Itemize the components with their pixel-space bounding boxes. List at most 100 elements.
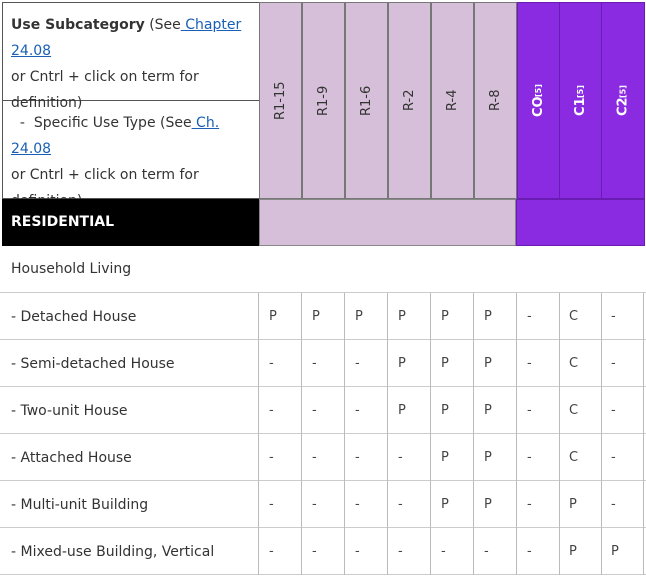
- permission-cell: P: [474, 481, 517, 528]
- zone-footnote-link[interactable]: [5]: [576, 84, 585, 98]
- permission-cell: -: [345, 481, 388, 528]
- section-band-commercial: [516, 199, 645, 246]
- section-label: RESIDENTIAL: [11, 214, 115, 230]
- permission-cell: P: [559, 481, 602, 528]
- permission-cell: P: [388, 340, 431, 387]
- section-band-residential: [259, 199, 516, 246]
- use-subcategory-label: Use Subcategory: [11, 17, 145, 33]
- zone-footnote-link[interactable]: [5]: [618, 84, 628, 98]
- permission-cell: P: [388, 293, 431, 340]
- chapter-link[interactable]: Chapter 24.08: [11, 17, 242, 59]
- permission-cell: P: [431, 481, 474, 528]
- permission-cell: P: [474, 340, 517, 387]
- table-row: [0, 528, 646, 575]
- permission-cell: -: [517, 340, 560, 387]
- permission-cell: -: [302, 340, 345, 387]
- use-subcategory-rest: or Cntrl + click on term for definition): [11, 69, 199, 111]
- permission-cell: -: [517, 387, 560, 434]
- zone-header-r1-9: R1-9: [302, 2, 345, 199]
- permission-cell: C: [559, 293, 602, 340]
- zone-label: R-8: [475, 3, 516, 198]
- permission-cell: -: [302, 528, 345, 575]
- zone-code: R1-9: [316, 85, 331, 116]
- table-row: [0, 481, 646, 528]
- use-type-label[interactable]: - Multi-unit Building: [0, 481, 259, 528]
- permission-cell: -: [601, 387, 644, 434]
- zone-code: R1-6: [359, 85, 374, 116]
- zone-header-r1-15: R1-15: [259, 2, 302, 199]
- permission-cell: -: [259, 434, 302, 481]
- zone-label: R-2: [389, 3, 430, 198]
- permission-cell: P: [259, 293, 302, 340]
- zone-code: R-4: [445, 89, 460, 112]
- permission-cell: P: [302, 293, 345, 340]
- permission-cell: -: [601, 293, 644, 340]
- permission-cell: -: [259, 340, 302, 387]
- use-subcategory-see: (See: [144, 17, 181, 33]
- specific-use-prefix: - Specific Use Type: [11, 115, 156, 131]
- permission-cell: P: [431, 340, 474, 387]
- zone-label: R-4: [432, 3, 473, 198]
- zone-header-r-8: R-8: [474, 2, 517, 199]
- permission-cell: -: [259, 481, 302, 528]
- permission-cell: P: [474, 293, 517, 340]
- category-label: Household Living: [0, 246, 646, 293]
- permission-cell: -: [388, 481, 431, 528]
- zone-code: R-2: [402, 89, 417, 112]
- zone-label: CO [5]: [518, 3, 559, 198]
- permission-cell: P: [431, 387, 474, 434]
- permission-cell: -: [302, 434, 345, 481]
- permission-cell: -: [345, 434, 388, 481]
- specific-use-see: (See: [155, 115, 192, 131]
- use-type-label[interactable]: - Semi-detached House: [0, 340, 259, 387]
- permission-cell: -: [601, 340, 644, 387]
- permission-cell: -: [601, 434, 644, 481]
- table-row: [0, 340, 646, 387]
- permission-cell: P: [474, 387, 517, 434]
- table-row: [0, 293, 646, 340]
- permission-cell: P: [431, 293, 474, 340]
- permission-cell: -: [345, 528, 388, 575]
- permission-cell: P: [559, 528, 602, 575]
- permission-cell: -: [517, 481, 560, 528]
- section-bar: [2, 199, 259, 246]
- zone-label: R1-9: [303, 3, 344, 198]
- ch-link[interactable]: Ch. 24.08: [11, 115, 220, 157]
- permission-cell: C: [559, 434, 602, 481]
- table-row: [0, 434, 646, 481]
- zone-code: C1: [573, 97, 588, 117]
- zone-code: C2: [615, 97, 631, 117]
- permission-cell: -: [517, 434, 560, 481]
- permission-cell: -: [388, 434, 431, 481]
- permission-cell: -: [517, 528, 560, 575]
- permission-cell: C: [559, 387, 602, 434]
- permission-cell: -: [345, 340, 388, 387]
- use-type-label[interactable]: - Two-unit House: [0, 387, 259, 434]
- zone-label: C2 [5]: [602, 3, 644, 198]
- zone-header-c2: C2 [5]: [601, 2, 645, 199]
- use-type-label[interactable]: - Detached House: [0, 293, 259, 340]
- permission-cell: -: [517, 293, 560, 340]
- permission-cell: P: [431, 434, 474, 481]
- zone-code: R-8: [488, 89, 503, 112]
- use-type-label[interactable]: - Mixed-use Building, Vertical: [0, 528, 259, 575]
- permission-cell: -: [388, 528, 431, 575]
- permission-cell: -: [259, 387, 302, 434]
- permission-cell: -: [345, 387, 388, 434]
- permission-cell: -: [474, 528, 517, 575]
- zone-header-r-2: R-2: [388, 2, 431, 199]
- zone-code: R1-15: [273, 81, 288, 120]
- zone-header-co: CO [5]: [517, 2, 560, 199]
- zone-header-r-4: R-4: [431, 2, 474, 199]
- use-subcategory-header: Use Subcategory (See Chapter 24.08 or Cn…: [11, 12, 256, 116]
- zone-footnote-link[interactable]: [5]: [534, 83, 543, 97]
- permission-cell: -: [259, 528, 302, 575]
- permission-cell: P: [388, 387, 431, 434]
- permission-cell: -: [302, 481, 345, 528]
- permission-cell: -: [302, 387, 345, 434]
- use-type-label[interactable]: - Attached House: [0, 434, 259, 481]
- zone-label: R1-15: [260, 3, 301, 198]
- permission-cell: C: [559, 340, 602, 387]
- table-row: [0, 387, 646, 434]
- permission-cell: P: [345, 293, 388, 340]
